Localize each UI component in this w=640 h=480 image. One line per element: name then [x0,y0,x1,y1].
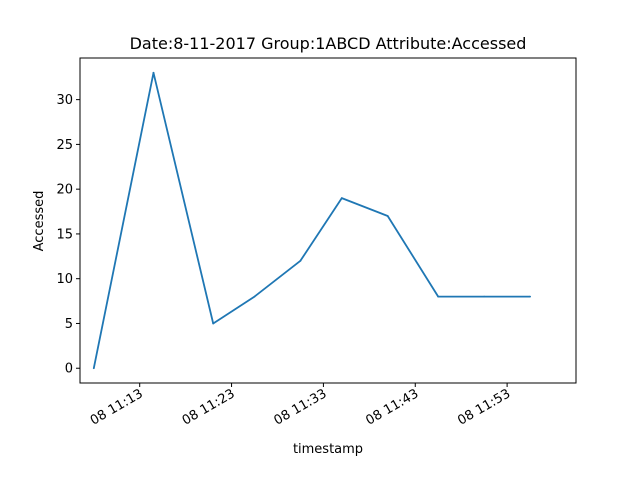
data-point [483,295,486,298]
x-tick-label: 08 11:23 [180,386,238,428]
chart-title: Date:8-11-2017 Group:1ABCD Attribute:Acc… [130,34,527,53]
plot-area [92,71,531,370]
x-tick-label: 08 11:53 [455,386,513,428]
y-tick-label: 10 [56,272,73,287]
y-tick-label: 15 [56,227,73,242]
data-point [92,367,95,370]
x-axis-label: timestamp [293,442,363,457]
data-point [299,259,302,262]
y-tick-label: 0 [65,362,73,377]
data-point [152,71,155,74]
axes-frame [79,57,577,384]
y-axis-label: Accessed [32,191,47,252]
x-tick-label: 08 11:43 [363,386,421,428]
data-point [386,215,389,217]
series-line [92,71,531,369]
y-tick-label: 25 [56,138,73,153]
y-tick-label: 20 [56,183,73,198]
y-axis: 0 5 10 15 20 25 30 [56,93,80,377]
x-tick-label: 08 11:33 [272,386,330,428]
data-point [253,295,256,298]
y-tick-label: 5 [65,317,73,332]
data-point [212,322,215,325]
x-axis: 08 11:13 08 11:23 08 11:33 08 11:43 08 11:53 [88,383,513,429]
data-point [340,197,343,200]
data-point [437,295,440,298]
x-tick-label: 08 11:13 [88,386,146,428]
data-point [529,295,531,298]
y-tick-label: 30 [56,93,73,108]
